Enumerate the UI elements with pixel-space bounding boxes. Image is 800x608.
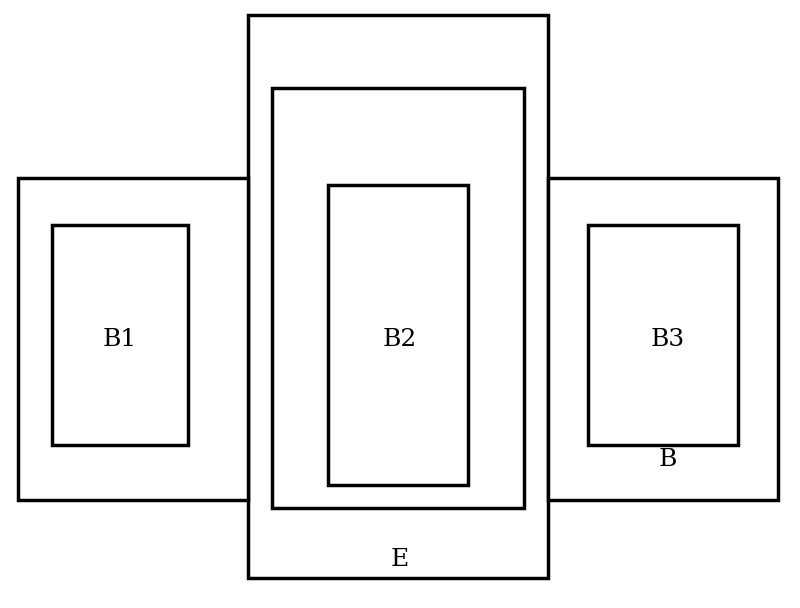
Bar xyxy=(328,185,468,485)
Text: B1: B1 xyxy=(103,328,137,351)
Bar xyxy=(588,225,738,445)
Text: B2: B2 xyxy=(383,328,417,351)
Bar xyxy=(548,178,778,500)
Text: B: B xyxy=(659,449,677,471)
Text: E: E xyxy=(391,548,409,572)
Bar xyxy=(52,225,188,445)
Bar xyxy=(272,88,524,508)
Text: B3: B3 xyxy=(651,328,685,351)
Bar xyxy=(18,178,248,500)
Bar xyxy=(248,15,548,578)
